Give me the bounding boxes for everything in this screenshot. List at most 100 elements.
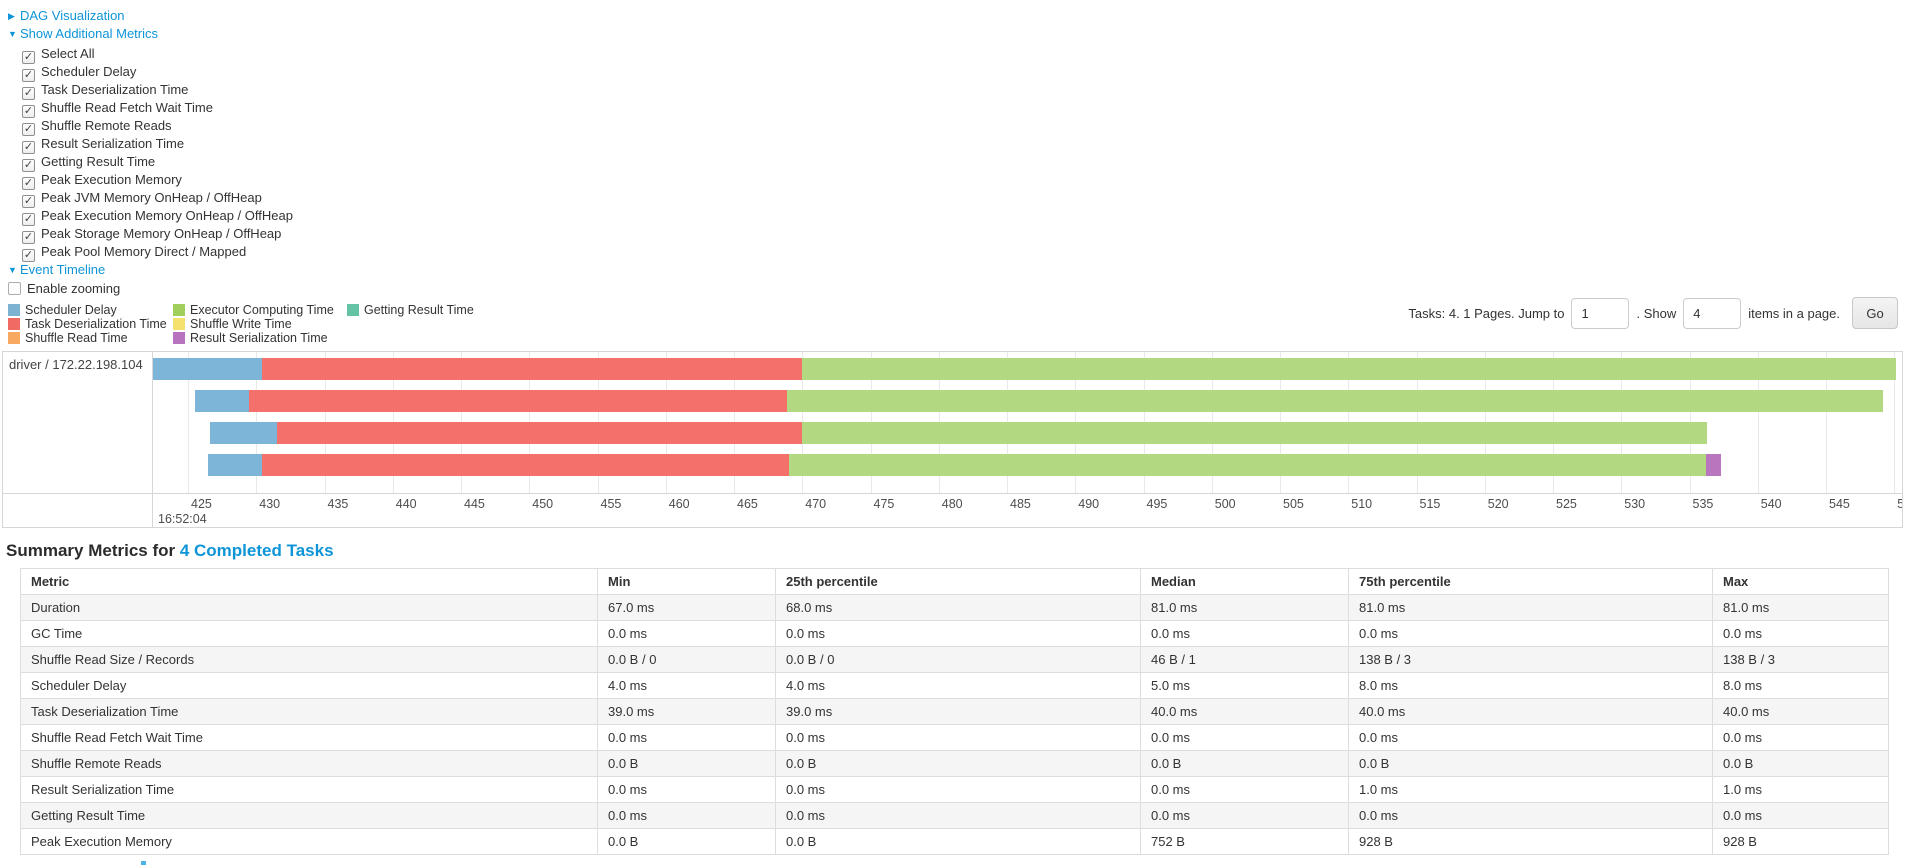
dag-visualization-toggle[interactable]: ▶ DAG Visualization xyxy=(8,8,125,24)
axis-tick-label: 425 xyxy=(191,497,212,511)
table-cell: Duration xyxy=(20,594,598,621)
table-column-header: 25th percentile xyxy=(775,568,1141,595)
legend-item: Result Serialization Time xyxy=(173,331,328,345)
table-column-header: 75th percentile xyxy=(1348,568,1713,595)
metric-checkbox-row: ✓ Peak Storage Memory OnHeap / OffHeap xyxy=(22,225,282,244)
task-bar-segment[interactable] xyxy=(194,390,250,412)
metric-checkbox-row: ✓ Shuffle Read Fetch Wait Time xyxy=(22,99,213,118)
metric-checkbox-label: Peak Execution Memory xyxy=(41,172,182,187)
axis-tick-label: 465 xyxy=(737,497,758,511)
metric-checkbox-row: ✓ Shuffle Remote Reads xyxy=(22,117,172,136)
task-bar-segment[interactable] xyxy=(209,422,277,444)
task-bar-segment[interactable] xyxy=(261,358,803,380)
legend-item: Shuffle Write Time xyxy=(173,317,292,331)
table-row: Task Deserialization Time 39.0 ms 39.0 ms 4… xyxy=(20,698,1889,725)
table-cell: 40.0 ms xyxy=(1712,698,1889,725)
collapsed-arrow-icon: ▶ xyxy=(8,11,15,21)
metric-checkbox[interactable]: ✓ xyxy=(22,105,35,118)
table-row: Getting Result Time 0.0 ms 0.0 ms 0.0 ms 0.0… xyxy=(20,802,1889,829)
items-per-page-input[interactable] xyxy=(1683,297,1742,329)
metric-checkbox-row: ✓ Getting Result Time xyxy=(22,153,155,172)
legend-label: Result Serialization Time xyxy=(190,331,328,345)
show-additional-metrics-link[interactable]: Show Additional Metrics xyxy=(20,26,159,41)
task-bar-segment[interactable] xyxy=(261,454,789,476)
table-cell: 0.0 ms xyxy=(775,724,1141,751)
table-cell: 928 B xyxy=(1348,828,1713,855)
go-button[interactable]: Go xyxy=(1852,297,1898,329)
metric-checkbox[interactable]: ✓ xyxy=(22,249,35,262)
legend-label: Executor Computing Time xyxy=(190,303,334,317)
table-cell: 0.0 B xyxy=(1712,750,1889,777)
table-cell: 0.0 ms xyxy=(775,776,1141,803)
metric-checkbox-row: ✓ Peak JVM Memory OnHeap / OffHeap xyxy=(22,189,262,208)
legend-swatch-icon xyxy=(8,318,20,330)
table-cell: Task Deserialization Time xyxy=(20,698,598,725)
table-cell: Shuffle Read Size / Records xyxy=(20,646,598,673)
metric-checkbox-label: Shuffle Read Fetch Wait Time xyxy=(41,100,213,115)
legend-swatch-icon xyxy=(8,332,20,344)
executor-group-column: driver / 172.22.198.104 xyxy=(3,352,153,527)
legend-label: Task Deserialization Time xyxy=(25,317,167,331)
axis-tick-label: 455 xyxy=(600,497,622,511)
table-cell: 0.0 ms xyxy=(597,620,776,647)
metric-checkbox[interactable]: ✓ xyxy=(22,231,35,244)
task-bar-segment[interactable] xyxy=(208,454,262,476)
task-bar-segment[interactable] xyxy=(153,358,262,380)
legend-swatch-icon xyxy=(173,304,185,316)
task-bar-segment[interactable] xyxy=(249,390,788,412)
event-timeline-toggle[interactable]: ▼ Event Timeline xyxy=(8,262,105,278)
metric-checkbox-row: ✓ Select All xyxy=(22,45,94,64)
executor-group-label: driver / 172.22.198.104 xyxy=(9,357,143,372)
table-cell: 0.0 ms xyxy=(1140,802,1349,829)
task-bar-segment[interactable] xyxy=(787,390,1884,412)
table-row: Shuffle Read Fetch Wait Time 0.0 ms 0.0 ms… xyxy=(20,724,1889,751)
metric-checkbox-label: Peak Execution Memory OnHeap / OffHeap xyxy=(41,208,293,223)
table-cell: 68.0 ms xyxy=(775,594,1141,621)
axis-gridline xyxy=(1894,352,1896,493)
task-bar-segment[interactable] xyxy=(1705,454,1721,476)
metric-checkbox-label: Shuffle Remote Reads xyxy=(41,118,172,133)
completed-tasks-link[interactable]: 4 Completed Tasks xyxy=(179,541,334,560)
task-count-text: Tasks: 4. 1 Pages. Jump to xyxy=(1408,305,1565,321)
table-cell: 0.0 ms xyxy=(1140,724,1349,751)
table-cell: Result Serialization Time xyxy=(20,776,598,803)
table-column-header: Median xyxy=(1140,568,1349,595)
metric-checkbox-label: Peak Storage Memory OnHeap / OffHeap xyxy=(41,226,282,241)
axis-gridline xyxy=(1757,352,1759,493)
metric-checkbox[interactable]: ✓ xyxy=(22,141,35,154)
task-bar-segment[interactable] xyxy=(788,454,1706,476)
metric-checkbox[interactable]: ✓ xyxy=(22,159,35,172)
table-cell: 4.0 ms xyxy=(597,672,776,699)
show-additional-metrics-toggle[interactable]: ▼ Show Additional Metrics xyxy=(8,26,158,42)
axis-tick-label: 505 xyxy=(1283,497,1304,511)
task-bar-segment[interactable] xyxy=(276,422,803,444)
metric-checkbox-label: Task Deserialization Time xyxy=(41,82,189,97)
jump-to-page-input[interactable] xyxy=(1571,297,1630,329)
table-cell: 1.0 ms xyxy=(1712,776,1889,803)
dag-visualization-link[interactable]: DAG Visualization xyxy=(20,8,125,23)
event-timeline-chart: driver / 172.22.198.104 425 430 435 440 445 4… xyxy=(2,351,1903,528)
axis-tick-label: 495 xyxy=(1146,497,1168,511)
enable-zooming-checkbox[interactable] xyxy=(8,282,21,295)
table-cell: 0.0 ms xyxy=(775,620,1141,647)
task-bar-segment[interactable] xyxy=(802,422,1708,444)
table-cell: 0.0 B xyxy=(1348,750,1713,777)
metric-checkbox[interactable]: ✓ xyxy=(22,69,35,82)
table-cell: 0.0 ms xyxy=(1348,620,1713,647)
metric-checkbox[interactable]: ✓ xyxy=(22,87,35,100)
metric-checkbox[interactable]: ✓ xyxy=(22,51,35,64)
event-timeline-link[interactable]: Event Timeline xyxy=(20,262,106,277)
table-cell: 0.0 B / 0 xyxy=(597,646,776,673)
table-cell: 0.0 ms xyxy=(1712,724,1889,751)
task-bar-segment[interactable] xyxy=(802,358,1896,380)
table-row: Result Serialization Time 0.0 ms 0.0 ms 0.0… xyxy=(20,776,1889,803)
metric-checkbox[interactable]: ✓ xyxy=(22,177,35,190)
timeline-plot-area xyxy=(153,352,1902,493)
metric-checkbox-row: ✓ Peak Execution Memory OnHeap / OffHeap xyxy=(22,207,293,226)
axis-tick-label: 530 xyxy=(1624,497,1646,511)
table-row: Shuffle Read Size / Records 0.0 B / 0 0.0 … xyxy=(20,646,1889,673)
legend-item: Task Deserialization Time xyxy=(8,317,167,331)
metric-checkbox[interactable]: ✓ xyxy=(22,123,35,136)
metric-checkbox[interactable]: ✓ xyxy=(22,213,35,226)
metric-checkbox[interactable]: ✓ xyxy=(22,195,35,208)
